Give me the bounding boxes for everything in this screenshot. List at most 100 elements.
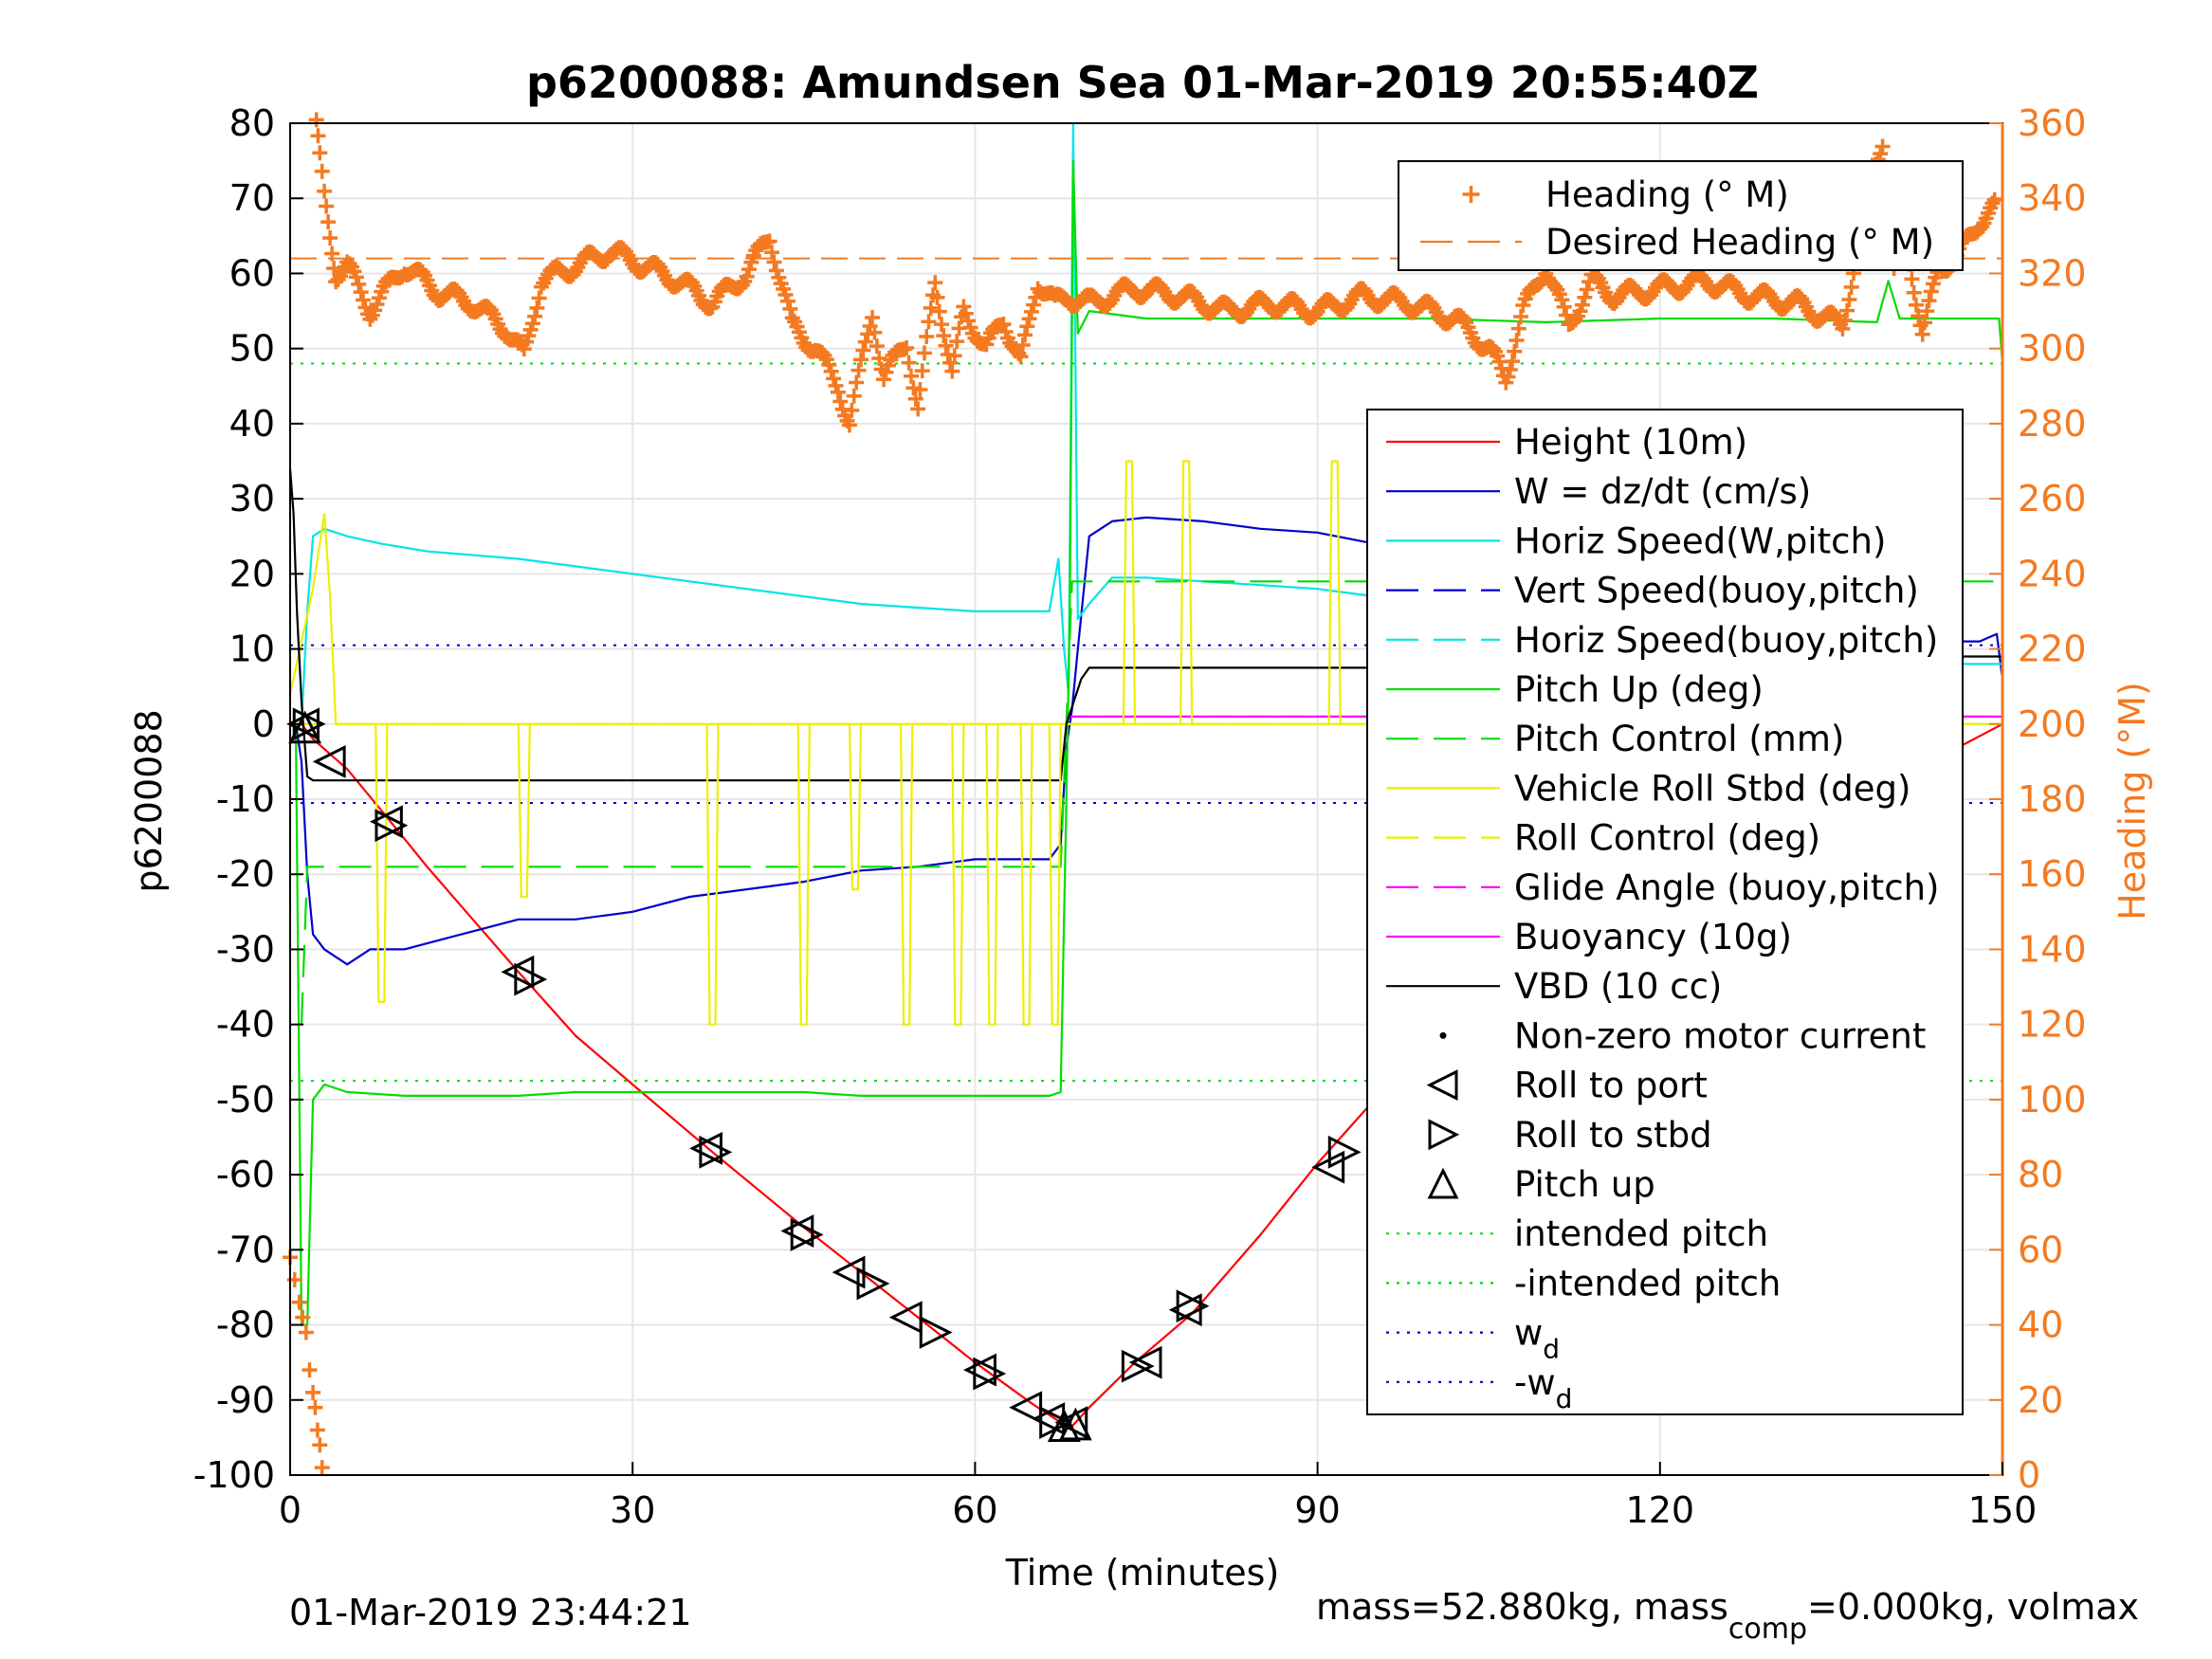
heading-point-262 <box>901 355 917 371</box>
heading-point-93 <box>516 341 532 357</box>
roll-stbd-marker-10 <box>1176 1289 1210 1323</box>
x-tick-label-30: 30 <box>610 1489 655 1531</box>
heading-point-100 <box>531 290 547 306</box>
heading-point-562 <box>1577 289 1593 305</box>
heading-point-269 <box>916 345 932 361</box>
heading-point-236 <box>841 417 857 433</box>
x-tick-label-90: 90 <box>1294 1489 1340 1531</box>
y2-tick-label-80: 80 <box>2018 1154 2063 1195</box>
legend-main-label-0: Height (10m) <box>1514 422 1747 463</box>
heading-point-228 <box>823 363 839 379</box>
legend-main-sample-13 <box>1426 1069 1458 1102</box>
heading-point-749 <box>298 1324 314 1340</box>
roll-stbd-marker-9 <box>1121 1349 1155 1383</box>
heading-point-712 <box>1916 315 1932 331</box>
roll-spike-3 <box>796 723 811 1026</box>
footer-mass: mass=52.880kg, masscomp=0.000kg, volmax <box>1316 1586 2139 1646</box>
heading-point-7 <box>322 229 338 246</box>
heading-point-319 <box>1026 297 1042 313</box>
legend-heading-box <box>1398 160 1964 271</box>
y-tick-label-80: 80 <box>229 102 275 144</box>
heading-point-202 <box>764 245 780 261</box>
legend-main-label-14: Roll to stbd <box>1514 1115 1712 1156</box>
heading-point-278 <box>936 328 952 344</box>
heading-point-288 <box>958 305 974 321</box>
series-line-4 <box>300 580 2002 1025</box>
legend-main-box <box>1366 409 1964 1415</box>
heading-point-4 <box>317 183 333 199</box>
y2-tick-label-180: 180 <box>2018 778 2087 820</box>
y-tick-label--50: -50 <box>216 1079 275 1121</box>
legend-main: Height (10m) W = dz/dt (cm/s) Horiz Speed(… <box>1366 409 1964 1415</box>
heading-point-744 <box>1986 191 2002 208</box>
heading-point-713 <box>1919 303 1935 319</box>
roll-port-marker-3 <box>501 955 535 989</box>
y-tick-label-10: 10 <box>229 629 275 670</box>
y2-tick-label-240: 240 <box>2018 553 2087 594</box>
roll-spike-12 <box>1327 460 1342 724</box>
heading-point-0 <box>308 112 324 128</box>
y2-axis-label: Heading (°M) <box>2111 682 2153 921</box>
heading-point-707 <box>1906 284 1922 301</box>
pitch-up-marker-1 <box>1047 1409 1081 1443</box>
heading-point-272 <box>923 300 939 316</box>
y-tick-label-50: 50 <box>229 328 275 370</box>
y-tick-label--70: -70 <box>216 1229 275 1270</box>
heading-point-261 <box>899 339 915 356</box>
heading-point-561 <box>1574 297 1590 313</box>
legend-main-label-6: Pitch Control (mm) <box>1514 719 1844 759</box>
heading-point-267 <box>912 381 928 397</box>
roll-stbd-marker-4 <box>790 1218 824 1251</box>
heading-point-714 <box>1921 293 1937 309</box>
footer-timestamp: 01-Mar-2019 23:44:21 <box>289 1592 692 1633</box>
legend-main-sample-12 <box>1439 1031 1447 1039</box>
heading-point-2 <box>312 145 328 161</box>
legend-main-sub-18: d <box>1543 1334 1560 1365</box>
roll-spike-4 <box>848 723 863 891</box>
heading-point-316 <box>1019 319 1035 335</box>
legend-heading-label-0: Heading (° M) <box>1545 174 1789 215</box>
footer-mass-sub: comp <box>1728 1613 1807 1646</box>
roll-spike-1 <box>517 723 531 899</box>
y-tick-label--20: -20 <box>216 853 275 895</box>
x-tick-label-60: 60 <box>952 1489 997 1531</box>
heading-point-692 <box>1873 146 1889 162</box>
footer-mass-2: =0.000kg, volmax <box>1807 1586 2139 1628</box>
heading-point-240 <box>850 362 867 378</box>
roll-spike-8 <box>1019 723 1033 1026</box>
heading-point-675 <box>1835 320 1851 337</box>
heading-point-263 <box>903 368 919 384</box>
heading-point-315 <box>1017 327 1033 343</box>
heading-point-242 <box>855 342 871 358</box>
y-tick-label-30: 30 <box>229 478 275 520</box>
heading-point-251 <box>876 372 892 388</box>
heading-point-678 <box>1841 292 1857 308</box>
heading-point-534 <box>1513 309 1529 325</box>
heading-point-270 <box>919 329 935 345</box>
y2-tick-label-340: 340 <box>2018 177 2087 219</box>
heading-point-247 <box>867 324 883 340</box>
legend-main-label-12: Non-zero motor current <box>1514 1015 1926 1056</box>
heading-point-312 <box>1011 345 1027 361</box>
heading-point-711 <box>1914 326 1930 342</box>
heading-point-237 <box>844 402 860 418</box>
heading-point-287 <box>956 299 972 315</box>
heading-point-755 <box>314 1460 330 1476</box>
roll-spike-6 <box>951 723 965 1026</box>
heading-point-271 <box>921 314 937 330</box>
y2-tick-label-40: 40 <box>2018 1304 2063 1346</box>
y-tick-label--100: -100 <box>193 1454 275 1496</box>
heading-point-318 <box>1023 303 1039 319</box>
heading-point-313 <box>1013 349 1029 365</box>
heading-point-238 <box>846 388 862 404</box>
roll-spike-0 <box>375 723 389 1004</box>
heading-point-203 <box>766 254 782 270</box>
heading-point-191 <box>739 268 755 284</box>
roll-stbd-marker-2 <box>514 962 548 996</box>
legend-main-label-13: Roll to port <box>1514 1066 1708 1106</box>
heading-point-563 <box>1579 282 1595 298</box>
roll-stbd-marker-3 <box>699 1135 733 1169</box>
legend-main-label-16: intended pitch <box>1514 1213 1768 1254</box>
heading-point-532 <box>1508 333 1525 349</box>
